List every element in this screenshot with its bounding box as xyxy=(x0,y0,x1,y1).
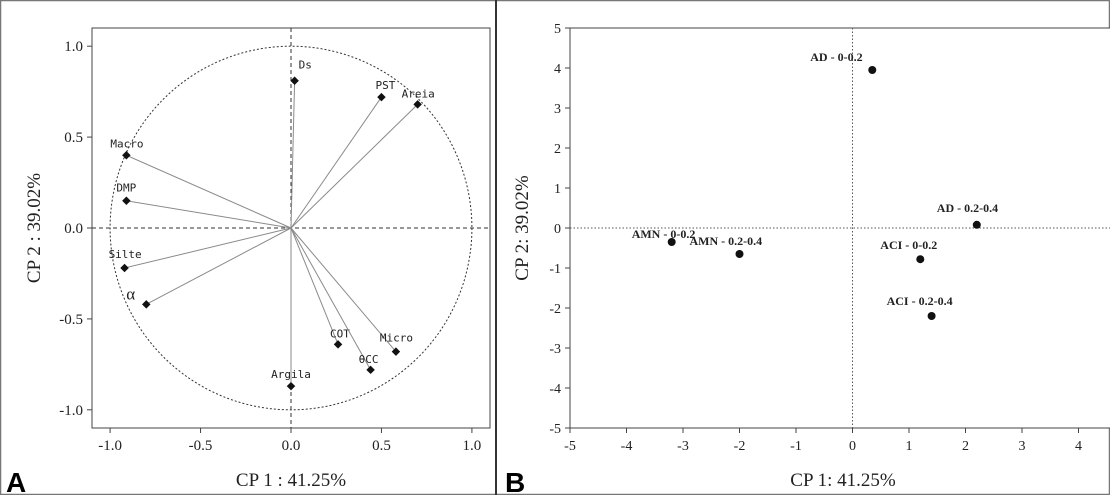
panel-a-loading-point-ds xyxy=(290,76,299,85)
panel-a-loading-point-cot xyxy=(333,340,343,349)
panel-a-loading-label: Silte xyxy=(109,248,142,261)
panel-b-ytick-label: -5 xyxy=(549,422,561,437)
panel-a-xtick-label: -1.0 xyxy=(98,438,122,454)
panel-a-correlation-circle xyxy=(109,45,473,411)
panel-a-ticks: -1.0 -0.5 0.0 0.5 1.0 1.0 0.5 0.0 -0.5 -1.0 xyxy=(59,39,481,454)
panel-a-ylabel: CP 2 : 39.02% xyxy=(24,173,45,283)
panel-a-loading-label: Argila xyxy=(271,368,311,381)
panel-a-ytick-label: 1.0 xyxy=(64,39,83,55)
panel-a-loading-point-areia xyxy=(413,100,422,109)
panel-b-point-label: AD - 0-0.2 xyxy=(810,50,862,64)
panel-a-loading-label: Macro xyxy=(110,137,143,150)
panel-a: -1.0 -0.5 0.0 0.5 1.0 1.0 0.5 0.0 -0.5 -1.0 Ds PST… xyxy=(6,27,491,495)
panel-a-loading-vector-pst xyxy=(290,96,382,229)
panel-a-loading-point-micro xyxy=(391,347,401,356)
panel-a-letter: A xyxy=(6,467,26,495)
panel-a-ytick-label: 0.0 xyxy=(64,221,83,237)
panel-a-xtick-label: 0.0 xyxy=(282,438,301,454)
panel-b-point-ad-0-0-2 xyxy=(868,66,877,74)
panel-a-loading-vector-cot xyxy=(290,227,339,345)
panel-b-point-amn-0-0-2 xyxy=(667,238,676,246)
panel-a-ytick-label: -1.0 xyxy=(59,403,83,419)
panel-a-ytick-label: 0.5 xyxy=(64,130,83,146)
panel-b-point-label: ACI - 0-0.2 xyxy=(880,238,937,252)
panel-b-xtick-label: -5 xyxy=(564,439,576,454)
panel-b-xtick-label: 2 xyxy=(962,439,969,454)
panel-b-ticks: -5 -4 -3 -2 -1 0 1 2 3 4 5 4 3 2 1 0 -1 -2 -3 -4 -5 xyxy=(549,22,1082,454)
panel-a-loading-point-silte xyxy=(120,263,129,273)
panel-b: -5 -4 -3 -2 -1 0 1 2 3 4 5 4 3 2 1 0 -1 -2 -3 -4 -5 AD - 0-0… xyxy=(505,22,1110,495)
panel-b-xtick-label: -4 xyxy=(621,439,633,454)
panel-a-loading-vector-micro xyxy=(290,227,397,352)
panel-a-loading-point-item xyxy=(142,300,151,309)
panel-a-loading-vector-cc xyxy=(290,227,372,371)
panel-b-ytick-label: 1 xyxy=(554,182,561,197)
panel-b-ytick-label: 0 xyxy=(554,222,561,237)
panel-a-loading-vector-areia xyxy=(290,104,418,229)
panel-b-xtick-label: 3 xyxy=(1019,439,1026,454)
panel-b-ytick-label: 2 xyxy=(554,142,561,157)
panel-b-ytick-label: -4 xyxy=(549,382,561,397)
panel-b-point-ad-0-2-0-4 xyxy=(972,220,981,229)
panel-b-xtick-label: -3 xyxy=(677,439,689,454)
panel-a-loading-label: PST xyxy=(375,79,395,92)
panel-a-loading-point-argila xyxy=(286,381,296,391)
panel-a-xlabel: CP 1 : 41.25% xyxy=(236,470,346,491)
panel-a-loading-label: Areia xyxy=(402,87,435,100)
panel-a-loading-vector-ds xyxy=(290,80,296,229)
panel-b-point-amn-0-2-0-4 xyxy=(735,250,744,258)
panel-b-xtick-label: -1 xyxy=(790,439,802,454)
panel-a-loading-point-cc xyxy=(366,365,375,375)
panel-b-ytick-label: -2 xyxy=(549,302,561,317)
panel-a-loading-vector-macro xyxy=(126,154,292,229)
panel-b-ytick-label: 4 xyxy=(554,62,561,77)
panel-a-loading-vector-item xyxy=(146,227,292,305)
panel-b-point-label: AD - 0.2-0.4 xyxy=(937,201,998,215)
panel-a-loading-label: Micro xyxy=(380,332,413,345)
panel-a-loading-label: DMP xyxy=(116,182,136,195)
panel-b-xtick-label: 0 xyxy=(849,439,856,454)
panel-b-xtick-label: -2 xyxy=(734,439,746,454)
panel-b-ytick-label: 3 xyxy=(554,102,561,117)
panel-a-xtick-label: 0.5 xyxy=(372,438,391,454)
panel-b-xlabel: CP 1: 41.25% xyxy=(790,470,896,491)
panel-b-ylabel: CP 2: 39.02% xyxy=(512,175,533,281)
panel-a-loading-vector-dmp xyxy=(126,200,292,229)
panel-a-loading-vector-silte xyxy=(124,227,292,269)
panel-a-ytick-label: -0.5 xyxy=(59,312,83,328)
panel-b-point-label: AMN - 0-0.2 xyxy=(632,227,696,241)
panel-a-loading-label: α xyxy=(126,284,135,303)
panel-a-loading-point-pst xyxy=(377,92,386,102)
panel-b-point-aci-0-0-2 xyxy=(916,255,925,264)
panel-b-point-label: ACI - 0.2-0.4 xyxy=(887,294,953,308)
panel-b-ytick-label: -3 xyxy=(549,342,561,357)
panel-a-loading-label: Ds xyxy=(299,59,312,72)
panel-b-ytick-label: -1 xyxy=(549,262,561,277)
panel-b-point-aci-0-2-0-4 xyxy=(927,312,936,320)
panel-b-letter: B xyxy=(505,467,525,495)
panel-b-ytick-label: 5 xyxy=(554,22,561,37)
panel-b-point-label: AMN - 0.2-0.4 xyxy=(690,234,763,248)
panel-a-xtick-label: -0.5 xyxy=(189,438,213,454)
panel-b-xtick-label: 4 xyxy=(1075,439,1082,454)
panel-b-xtick-label: 1 xyxy=(906,439,913,454)
panel-a-loading-point-dmp xyxy=(122,196,131,205)
panel-a-xtick-label: 1.0 xyxy=(463,438,482,454)
panel-a-loading-point-macro xyxy=(122,151,131,160)
panel-a-loading-label: θCC xyxy=(359,353,379,366)
panel-a-loading-label: COT xyxy=(330,327,350,340)
